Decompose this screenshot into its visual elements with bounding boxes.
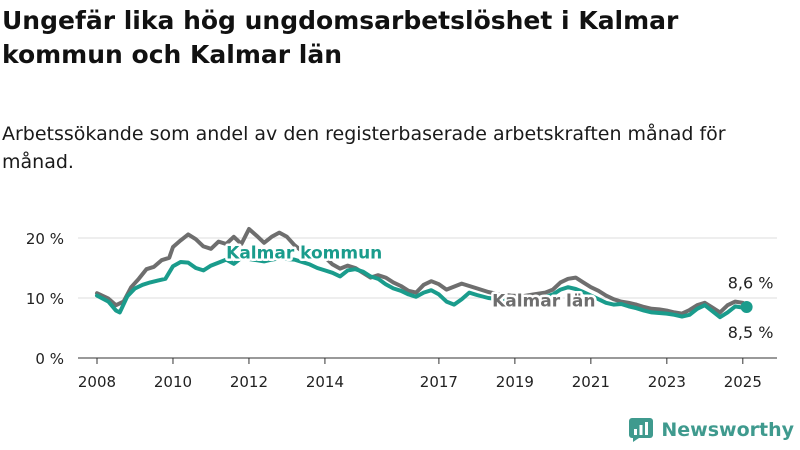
x-tick-label: 2008	[78, 373, 116, 391]
x-tick-label: 2025	[724, 373, 762, 391]
series-line-lan	[95, 227, 749, 316]
y-tick-label: 20 %	[26, 230, 64, 248]
x-tick-label: 2014	[306, 373, 344, 391]
x-tick-label: 2012	[230, 373, 268, 391]
series-line-kommun	[95, 255, 749, 320]
end-value-label-kommun: 8,5 %	[728, 323, 774, 342]
brand-logo: Newsworthy	[629, 418, 794, 442]
y-tick-label: 10 %	[26, 290, 64, 308]
end-value-label-lan: 8,6 %	[728, 273, 774, 292]
x-tick-label: 2023	[648, 373, 686, 391]
brand-name: Newsworthy	[661, 419, 794, 441]
y-tick-label: 0 %	[35, 350, 64, 368]
x-tick-label: 2017	[420, 373, 458, 391]
x-tick-label: 2021	[572, 373, 610, 391]
chart-subtitle: Arbetssökande som andel av den registerb…	[2, 123, 726, 173]
x-tick-label: 2019	[496, 373, 534, 391]
series-annotation-kommun: Kalmar kommun	[226, 243, 382, 263]
series-annotation-lan: Kalmar län	[492, 291, 595, 311]
newsworthy-logo-icon	[629, 418, 654, 442]
chart-title: Ungefär lika hög ungdomsarbetslöshet i K…	[2, 6, 679, 69]
end-point-marker	[740, 301, 753, 313]
x-tick-label: 2010	[154, 373, 192, 391]
